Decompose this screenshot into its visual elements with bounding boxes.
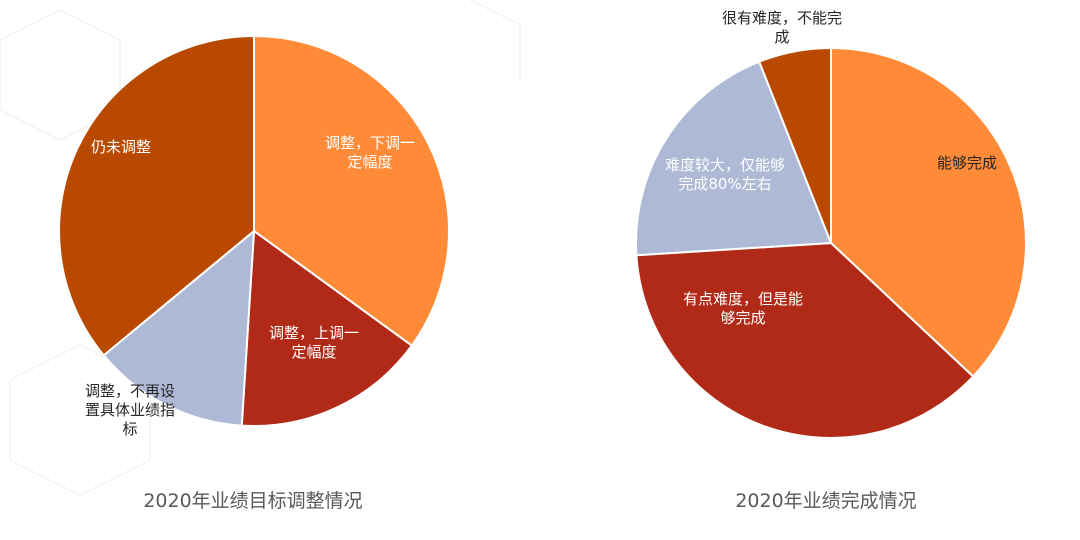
slice-label: 调整，上调一定幅度 (269, 324, 359, 361)
slice-label: 有点难度，但是能够完成 (683, 290, 803, 327)
slice-label: 难度较大，仅能够完成80%左右 (665, 156, 785, 193)
pie-slice (635, 241, 975, 439)
pie-slice (757, 46, 832, 244)
pie-slice (830, 46, 1027, 378)
slice-label: 仍未调整 (91, 138, 151, 156)
pie-slice (102, 228, 256, 427)
pie-slice (634, 60, 833, 257)
slice-label: 能够完成 (937, 154, 997, 172)
slice-label: 调整，不再设置具体业绩指标 (85, 382, 175, 438)
pie-slice (253, 34, 450, 348)
slice-label: 很有难度，不能完成 (722, 9, 842, 46)
slice-label: 调整，下调一定幅度 (325, 134, 415, 171)
chart-title-target-adjustment: 2020年业绩目标调整情况 (143, 490, 363, 512)
pie-slice (58, 34, 255, 357)
pie-slice (240, 229, 414, 428)
chart-title-completion: 2020年业绩完成情况 (735, 490, 917, 512)
